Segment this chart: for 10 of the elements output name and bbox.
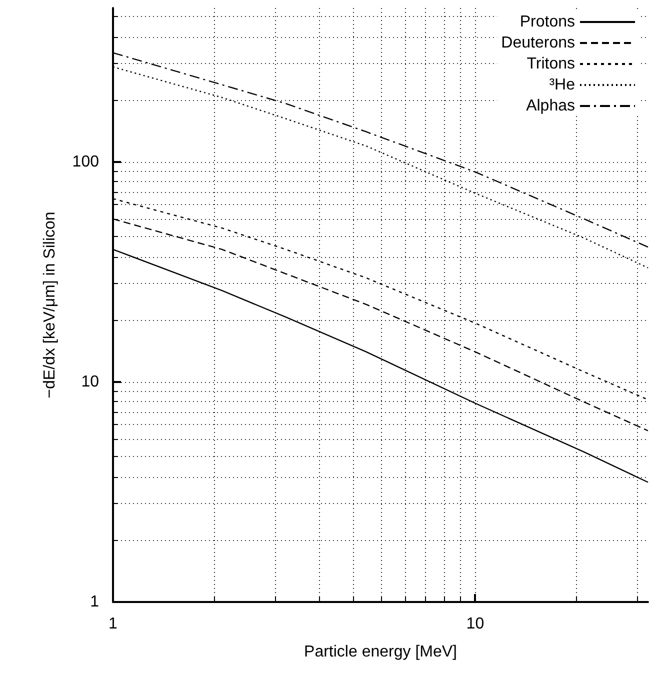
legend-label: Tritons (526, 56, 575, 72)
legend-label: Deuterons (501, 34, 575, 52)
y-tick-label: 1 (90, 594, 100, 610)
legend-label: Protons (520, 14, 575, 30)
legend-label: ³He (549, 76, 576, 94)
x-axis-title: Particle energy [MeV] (304, 644, 457, 660)
y-tick-label: 100 (72, 153, 100, 170)
y-axis-title: −dE/dx [keV/μm] in Silicon (42, 212, 58, 398)
legend-label: Alphas (526, 98, 575, 114)
y-tick-label: 10 (81, 373, 100, 390)
